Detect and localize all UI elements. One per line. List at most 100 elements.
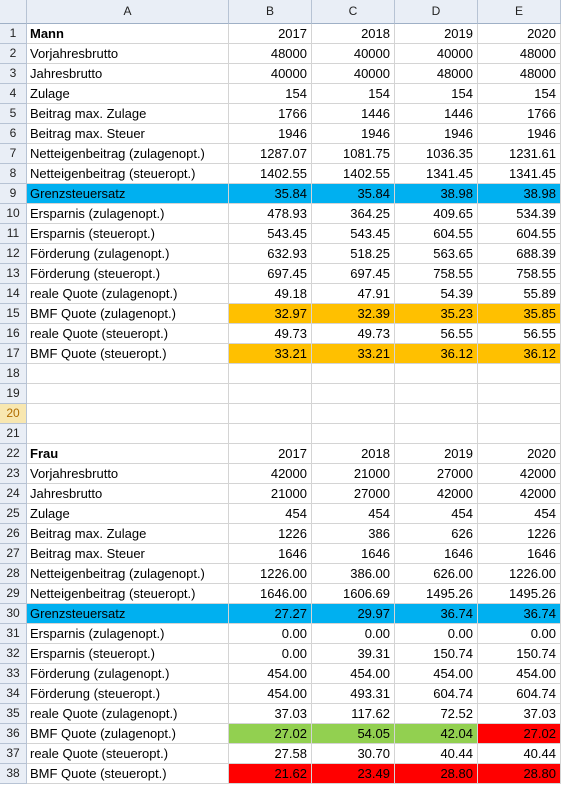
row-header[interactable]: 27	[0, 544, 27, 564]
cell-b32[interactable]: 0.00	[229, 644, 312, 664]
column-header-b[interactable]: B	[229, 0, 312, 24]
cell-e29[interactable]: 1495.26	[478, 584, 561, 604]
cell-c6[interactable]: 1946	[312, 124, 395, 144]
cell-e21[interactable]	[478, 424, 561, 444]
cell-b7[interactable]: 1287.07	[229, 144, 312, 164]
cell-e23[interactable]: 42000	[478, 464, 561, 484]
cell-a9[interactable]: Grenzsteuersatz	[27, 184, 229, 204]
cell-d31[interactable]: 0.00	[395, 624, 478, 644]
row-header[interactable]: 29	[0, 584, 27, 604]
cell-d15[interactable]: 35.23	[395, 304, 478, 324]
cell-e27[interactable]: 1646	[478, 544, 561, 564]
cell-e26[interactable]: 1226	[478, 524, 561, 544]
cell-e1[interactable]: 2020	[478, 24, 561, 44]
cell-d35[interactable]: 72.52	[395, 704, 478, 724]
cell-a5[interactable]: Beitrag max. Zulage	[27, 104, 229, 124]
cell-a24[interactable]: Jahresbrutto	[27, 484, 229, 504]
row-header[interactable]: 7	[0, 144, 27, 164]
cell-e7[interactable]: 1231.61	[478, 144, 561, 164]
cell-b11[interactable]: 543.45	[229, 224, 312, 244]
cell-b21[interactable]	[229, 424, 312, 444]
row-header[interactable]: 20	[0, 404, 27, 424]
cell-b14[interactable]: 49.18	[229, 284, 312, 304]
cell-d13[interactable]: 758.55	[395, 264, 478, 284]
cell-b28[interactable]: 1226.00	[229, 564, 312, 584]
cell-e17[interactable]: 36.12	[478, 344, 561, 364]
cell-c32[interactable]: 39.31	[312, 644, 395, 664]
cell-d34[interactable]: 604.74	[395, 684, 478, 704]
cell-a12[interactable]: Förderung (zulagenopt.)	[27, 244, 229, 264]
cell-a8[interactable]: Netteigenbeitrag (steueropt.)	[27, 164, 229, 184]
cell-d19[interactable]	[395, 384, 478, 404]
cell-e24[interactable]: 42000	[478, 484, 561, 504]
cell-e6[interactable]: 1946	[478, 124, 561, 144]
row-header[interactable]: 34	[0, 684, 27, 704]
cell-e25[interactable]: 454	[478, 504, 561, 524]
cell-c24[interactable]: 27000	[312, 484, 395, 504]
cell-b26[interactable]: 1226	[229, 524, 312, 544]
cell-a13[interactable]: Förderung (steueropt.)	[27, 264, 229, 284]
cell-a20[interactable]	[27, 404, 229, 424]
cell-e22[interactable]: 2020	[478, 444, 561, 464]
cell-a2[interactable]: Vorjahresbrutto	[27, 44, 229, 64]
cell-e16[interactable]: 56.55	[478, 324, 561, 344]
cell-c15[interactable]: 32.39	[312, 304, 395, 324]
cell-d37[interactable]: 40.44	[395, 744, 478, 764]
cell-e18[interactable]	[478, 364, 561, 384]
cell-c7[interactable]: 1081.75	[312, 144, 395, 164]
cell-c35[interactable]: 117.62	[312, 704, 395, 724]
cell-d8[interactable]: 1341.45	[395, 164, 478, 184]
cell-c34[interactable]: 493.31	[312, 684, 395, 704]
cell-c26[interactable]: 386	[312, 524, 395, 544]
cell-a10[interactable]: Ersparnis (zulagenopt.)	[27, 204, 229, 224]
cell-b19[interactable]	[229, 384, 312, 404]
row-header[interactable]: 33	[0, 664, 27, 684]
cell-d38[interactable]: 28.80	[395, 764, 478, 784]
cell-e4[interactable]: 154	[478, 84, 561, 104]
cell-d2[interactable]: 40000	[395, 44, 478, 64]
cell-b22[interactable]: 2017	[229, 444, 312, 464]
cell-d26[interactable]: 626	[395, 524, 478, 544]
cell-e9[interactable]: 38.98	[478, 184, 561, 204]
cell-c31[interactable]: 0.00	[312, 624, 395, 644]
row-header[interactable]: 13	[0, 264, 27, 284]
cell-d32[interactable]: 150.74	[395, 644, 478, 664]
cell-b34[interactable]: 454.00	[229, 684, 312, 704]
cell-a27[interactable]: Beitrag max. Steuer	[27, 544, 229, 564]
cell-e34[interactable]: 604.74	[478, 684, 561, 704]
cell-a17[interactable]: BMF Quote (steueropt.)	[27, 344, 229, 364]
cell-a4[interactable]: Zulage	[27, 84, 229, 104]
row-header[interactable]: 25	[0, 504, 27, 524]
cell-d16[interactable]: 56.55	[395, 324, 478, 344]
cell-d18[interactable]	[395, 364, 478, 384]
column-header-c[interactable]: C	[312, 0, 395, 24]
row-header[interactable]: 26	[0, 524, 27, 544]
cell-e12[interactable]: 688.39	[478, 244, 561, 264]
cell-c9[interactable]: 35.84	[312, 184, 395, 204]
row-header[interactable]: 1	[0, 24, 27, 44]
cell-e3[interactable]: 48000	[478, 64, 561, 84]
cell-a37[interactable]: reale Quote (steueropt.)	[27, 744, 229, 764]
cell-c36[interactable]: 54.05	[312, 724, 395, 744]
cell-a23[interactable]: Vorjahresbrutto	[27, 464, 229, 484]
cell-a19[interactable]	[27, 384, 229, 404]
cell-b25[interactable]: 454	[229, 504, 312, 524]
cell-a35[interactable]: reale Quote (zulagenopt.)	[27, 704, 229, 724]
cell-e13[interactable]: 758.55	[478, 264, 561, 284]
cell-e15[interactable]: 35.85	[478, 304, 561, 324]
column-header-e[interactable]: E	[478, 0, 561, 24]
cell-c37[interactable]: 30.70	[312, 744, 395, 764]
cell-b5[interactable]: 1766	[229, 104, 312, 124]
cell-e8[interactable]: 1341.45	[478, 164, 561, 184]
row-header[interactable]: 31	[0, 624, 27, 644]
cell-e36[interactable]: 27.02	[478, 724, 561, 744]
column-header-a[interactable]: A	[27, 0, 229, 24]
cell-b31[interactable]: 0.00	[229, 624, 312, 644]
cell-e35[interactable]: 37.03	[478, 704, 561, 724]
row-header[interactable]: 38	[0, 764, 27, 784]
cell-a30[interactable]: Grenzsteuersatz	[27, 604, 229, 624]
cell-d10[interactable]: 409.65	[395, 204, 478, 224]
cell-c2[interactable]: 40000	[312, 44, 395, 64]
cell-d4[interactable]: 154	[395, 84, 478, 104]
row-header[interactable]: 5	[0, 104, 27, 124]
